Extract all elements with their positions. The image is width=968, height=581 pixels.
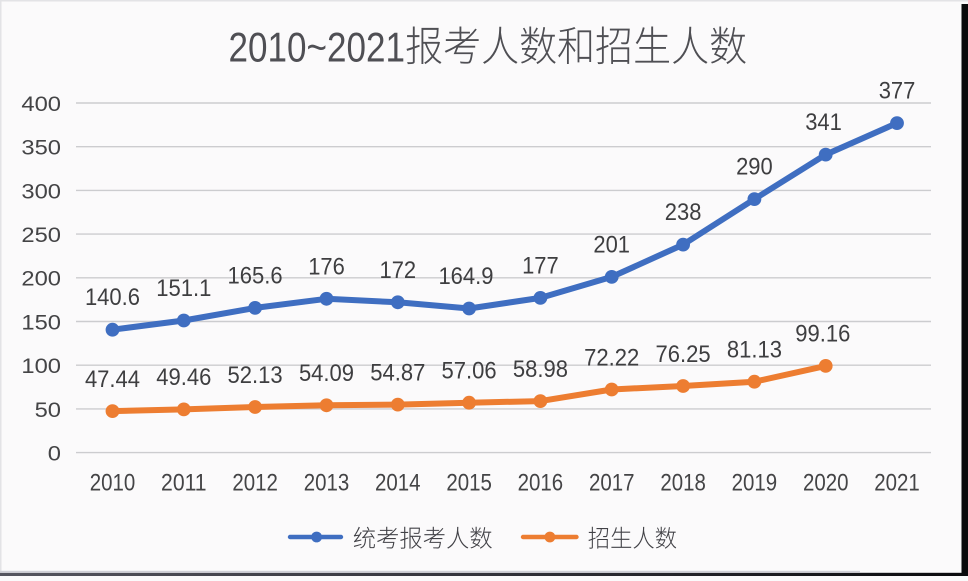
- svg-text:2017: 2017: [589, 470, 635, 497]
- svg-text:2010: 2010: [90, 470, 136, 497]
- svg-text:172: 172: [380, 257, 417, 284]
- svg-text:81.13: 81.13: [727, 337, 782, 364]
- svg-text:72.22: 72.22: [584, 344, 639, 371]
- svg-text:99.16: 99.16: [795, 321, 850, 348]
- svg-text:400: 400: [21, 91, 61, 116]
- svg-text:76.25: 76.25: [656, 341, 711, 368]
- svg-text:350: 350: [21, 135, 61, 160]
- svg-text:54.09: 54.09: [299, 360, 354, 387]
- svg-text:50: 50: [35, 397, 61, 422]
- svg-text:2020: 2020: [803, 470, 849, 497]
- svg-text:151.1: 151.1: [156, 275, 211, 302]
- svg-text:165.6: 165.6: [228, 262, 283, 289]
- svg-text:140.6: 140.6: [85, 284, 140, 311]
- svg-text:200: 200: [21, 266, 61, 291]
- svg-text:177: 177: [522, 252, 559, 279]
- svg-text:290: 290: [736, 154, 773, 181]
- svg-text:0: 0: [48, 441, 61, 466]
- svg-text:201: 201: [593, 231, 630, 258]
- svg-text:2010~2021: 2010~2021: [229, 23, 406, 70]
- svg-text:100: 100: [21, 353, 61, 378]
- svg-text:2021: 2021: [874, 470, 920, 497]
- svg-text:2019: 2019: [732, 470, 778, 497]
- svg-text:2012: 2012: [232, 470, 278, 497]
- svg-text:250: 250: [21, 222, 61, 247]
- svg-text:2014: 2014: [375, 470, 421, 497]
- svg-text:58.98: 58.98: [513, 356, 568, 383]
- svg-text:176: 176: [308, 253, 345, 280]
- svg-text:377: 377: [879, 78, 916, 105]
- svg-text:49.46: 49.46: [156, 364, 211, 391]
- svg-text:150: 150: [21, 309, 61, 334]
- svg-text:54.87: 54.87: [370, 359, 425, 386]
- svg-text:2011: 2011: [161, 470, 207, 497]
- svg-text:57.06: 57.06: [442, 358, 497, 385]
- svg-text:300: 300: [21, 178, 61, 203]
- svg-text:2016: 2016: [518, 470, 564, 497]
- svg-text:2013: 2013: [304, 470, 350, 497]
- svg-text:164.9: 164.9: [438, 263, 493, 290]
- svg-text:341: 341: [805, 109, 842, 136]
- svg-text:2015: 2015: [446, 470, 492, 497]
- svg-text:2018: 2018: [660, 470, 706, 497]
- svg-text:52.13: 52.13: [228, 362, 283, 389]
- svg-text:238: 238: [665, 199, 702, 226]
- svg-text:47.44: 47.44: [85, 366, 140, 393]
